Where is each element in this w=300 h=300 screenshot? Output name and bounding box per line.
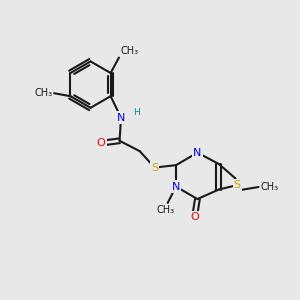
Text: H: H xyxy=(134,108,140,117)
Text: CH₃: CH₃ xyxy=(261,182,279,192)
Text: CH₃: CH₃ xyxy=(120,46,139,56)
Text: S: S xyxy=(151,163,158,172)
Text: O: O xyxy=(190,212,199,223)
Text: O: O xyxy=(97,138,106,148)
Text: CH₃: CH₃ xyxy=(34,88,52,98)
Text: N: N xyxy=(117,112,125,123)
Text: N: N xyxy=(193,148,202,158)
Text: N: N xyxy=(172,182,180,192)
Text: CH₃: CH₃ xyxy=(156,205,174,215)
Text: S: S xyxy=(234,180,241,190)
